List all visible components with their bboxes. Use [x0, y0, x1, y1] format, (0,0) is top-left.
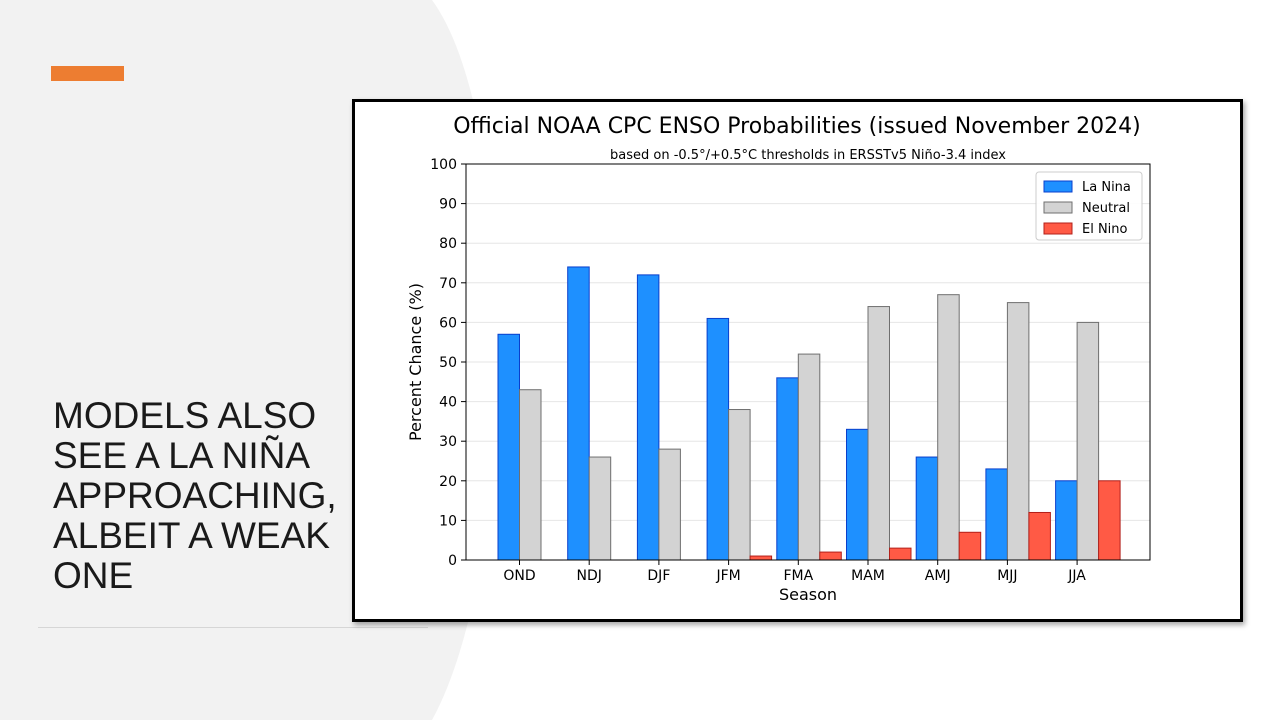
y-tick-label-40: 40: [439, 395, 457, 411]
x-tick-label-fma: FMA: [783, 568, 813, 584]
bar-neutral-ond: [519, 389, 542, 561]
chart-title: Official NOAA CPC ENSO Probabilities (is…: [453, 114, 1141, 139]
x-tick-label-djf: DJF: [647, 568, 670, 584]
y-axis-label: Percent Chance (%): [406, 283, 425, 441]
y-tick-label-50: 50: [439, 355, 457, 371]
x-tick-label-jfm: JFM: [715, 568, 740, 584]
chart-subtitle: based on -0.5°/+0.5°C thresholds in ERSS…: [610, 148, 1006, 163]
x-tick-label-amj: AMJ: [925, 568, 951, 584]
bar-neutral-jja: [1076, 321, 1100, 561]
x-tick-label-mam: MAM: [851, 568, 885, 584]
y-tick-label-30: 30: [439, 434, 457, 450]
bar-neutral-mam: [867, 306, 890, 561]
enso-probability-chart: Official NOAA CPC ENSO Probabilities (is…: [406, 114, 1151, 604]
bar-la-nina-jja: [1055, 480, 1078, 561]
y-tick-label-100: 100: [430, 157, 457, 173]
bar-el-nino-jfm: [749, 555, 773, 561]
bar-la-nina-mjj: [985, 468, 1008, 561]
slide-title: MODELS ALSO SEE A LA NIÑA APPROACHING, A…: [53, 395, 337, 596]
legend: La Nina Neutral El Nino: [1035, 171, 1143, 241]
bars: [497, 266, 1121, 561]
bar-el-nino-fma: [819, 551, 842, 561]
legend-label-el-nino: El Nino: [1082, 222, 1128, 237]
bar-el-nino-mam: [889, 547, 912, 561]
bar-la-nina-amj: [915, 456, 939, 561]
x-tick-label-jja: JJA: [1067, 568, 1086, 584]
bar-la-nina-mam: [846, 428, 869, 561]
bar-neutral-mjj: [1006, 302, 1030, 561]
bar-neutral-fma: [797, 353, 821, 561]
x-axis-label: Season: [779, 585, 837, 604]
legend-swatch-la-nina: [1043, 180, 1073, 193]
y-axis-ticks: 0 10 20 30 40 50 60 70 80 90 100: [430, 157, 466, 569]
bar-el-nino-amj: [958, 531, 982, 561]
chart-frame: Official NOAA CPC ENSO Probabilities (is…: [352, 99, 1243, 622]
legend-label-neutral: Neutral: [1082, 201, 1130, 216]
bar-la-nina-ndj: [567, 266, 590, 561]
bar-la-nina-jfm: [706, 317, 730, 561]
y-tick-label-0: 0: [448, 553, 457, 569]
y-tick-label-10: 10: [439, 513, 457, 529]
legend-label-la-nina: La Nina: [1082, 180, 1131, 195]
legend-swatch-el-nino: [1043, 222, 1073, 235]
bar-neutral-djf: [658, 448, 681, 561]
y-tick-label-90: 90: [439, 197, 457, 213]
bar-la-nina-fma: [776, 377, 799, 561]
bar-neutral-amj: [937, 294, 960, 561]
bar-el-nino-mjj: [1028, 511, 1051, 561]
bar-el-nino-jja: [1098, 480, 1121, 561]
y-tick-label-20: 20: [439, 474, 457, 490]
y-tick-label-80: 80: [439, 236, 457, 252]
bar-neutral-jfm: [728, 409, 751, 561]
x-tick-label-ndj: NDJ: [577, 568, 602, 584]
title-divider: [38, 627, 428, 628]
bar-la-nina-ond: [497, 333, 520, 561]
y-tick-label-60: 60: [439, 315, 457, 331]
legend-swatch-neutral: [1043, 201, 1073, 214]
bar-la-nina-djf: [636, 274, 660, 561]
y-tick-label-70: 70: [439, 276, 457, 292]
bar-neutral-ndj: [588, 456, 612, 561]
x-tick-label-mjj: MJJ: [997, 568, 1017, 584]
accent-bar: [51, 66, 124, 81]
x-tick-label-ond: OND: [503, 568, 535, 584]
x-axis-ticks: OND NDJ DJF JFM FMA MAM AMJ MJJ JJA: [503, 560, 1086, 584]
